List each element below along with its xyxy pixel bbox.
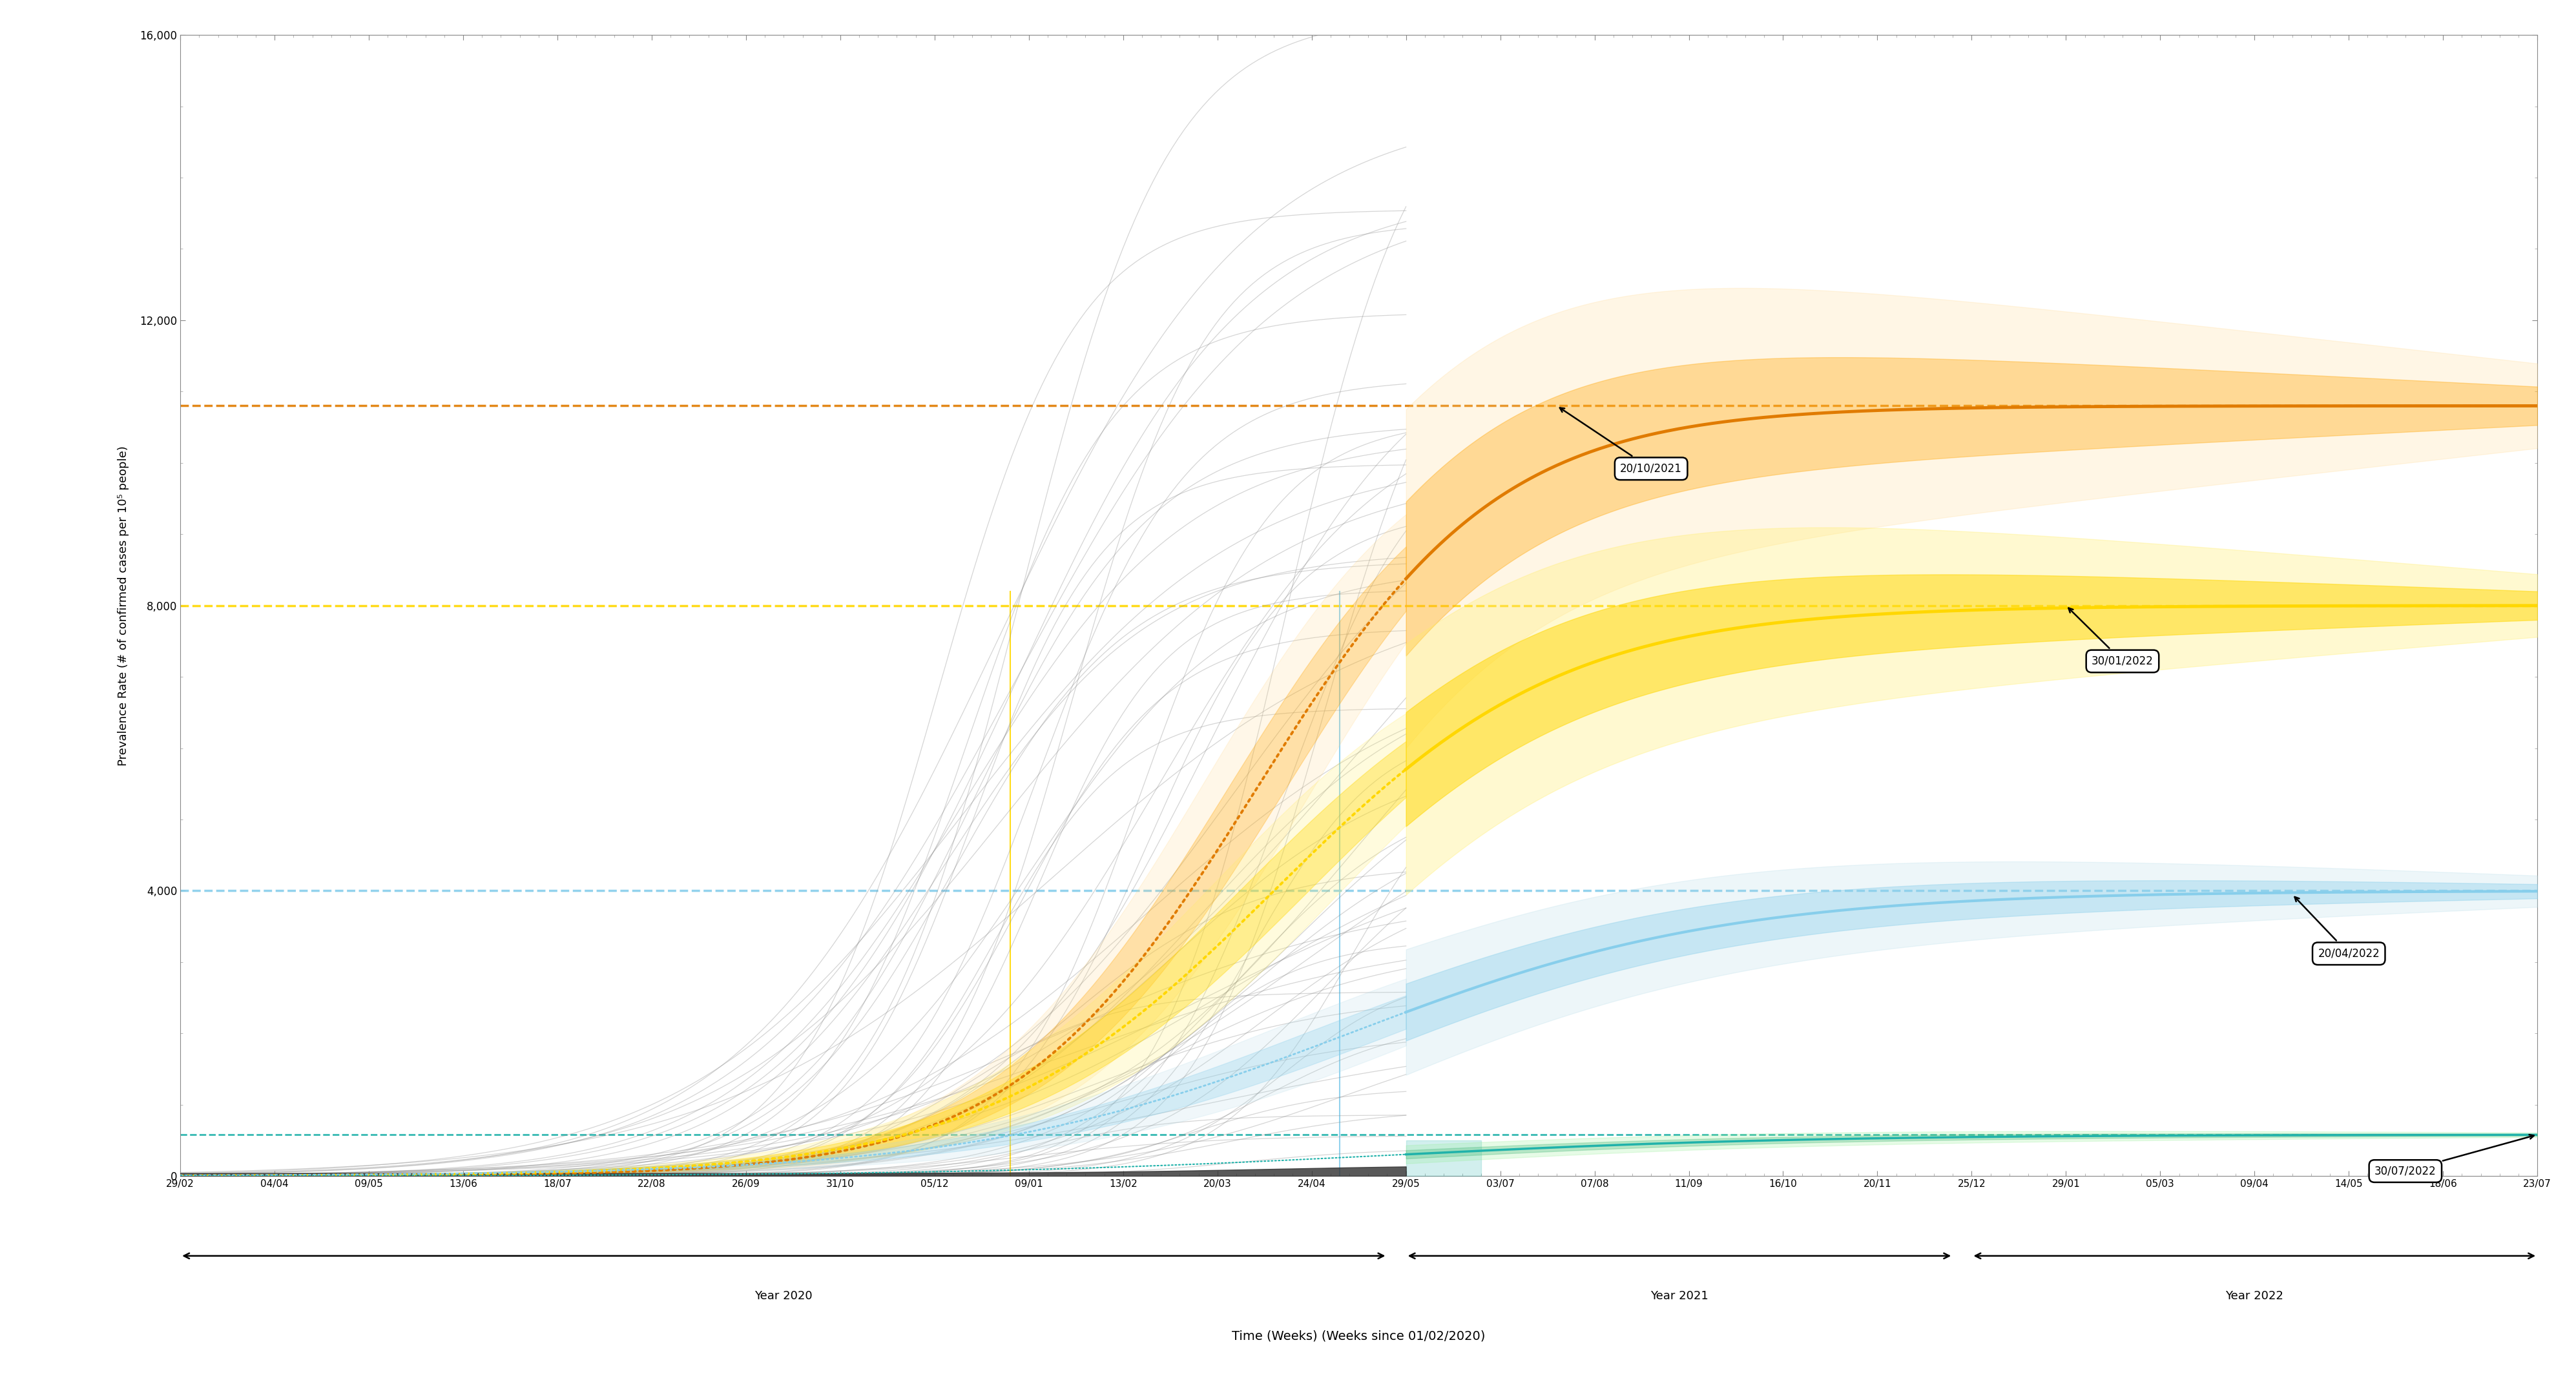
Text: 30/01/2022: 30/01/2022 — [2069, 608, 2154, 666]
Text: Year 2021: Year 2021 — [1651, 1291, 1708, 1302]
Text: 20/04/2022: 20/04/2022 — [2295, 897, 2380, 959]
Text: Time (Weeks) (Weeks since 01/02/2020): Time (Weeks) (Weeks since 01/02/2020) — [1231, 1330, 1486, 1343]
Text: Year 2022: Year 2022 — [2226, 1291, 2282, 1302]
Text: 20/10/2021: 20/10/2021 — [1561, 407, 1682, 475]
Y-axis label: Prevalence Rate (# of confirmed cases per 10⁵ people): Prevalence Rate (# of confirmed cases pe… — [118, 445, 129, 766]
Text: 30/07/2022: 30/07/2022 — [2375, 1134, 2535, 1177]
Text: Year 2020: Year 2020 — [755, 1291, 811, 1302]
